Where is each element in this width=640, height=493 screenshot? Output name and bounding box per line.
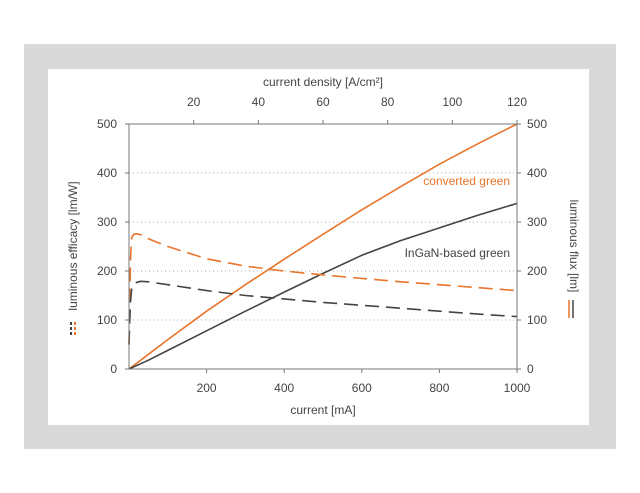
y-tick-label-0: 0 (110, 362, 117, 376)
left-y-axis-ticks: 0 100 200 300 400 500 (97, 117, 129, 376)
right-y-tick-label-100: 100 (527, 313, 547, 327)
annotation-ingan-green: InGaN-based green (405, 246, 510, 260)
right-y-tick-label-400: 400 (527, 166, 547, 180)
y-tick-label-400: 400 (97, 166, 117, 180)
right-legend-key (568, 300, 574, 318)
right-y-tick-label-500: 500 (527, 117, 547, 131)
y-tick-label-300: 300 (97, 215, 117, 229)
top-x-tick-label-100: 100 (442, 95, 462, 109)
x-tick-label-400: 400 (274, 381, 294, 395)
right-y-axis-ticks: 0 100 200 300 400 500 (517, 117, 547, 376)
top-x-tick-label-40: 40 (252, 95, 266, 109)
top-x-axis-ticks: 20 40 60 80 100 120 (187, 95, 527, 124)
right-y-tick-label-0: 0 (527, 362, 534, 376)
left-legend-key (70, 322, 76, 336)
right-y-tick-label-200: 200 (527, 264, 547, 278)
top-x-tick-label-60: 60 (316, 95, 330, 109)
left-y-axis-label: luminous efficacy [lm/W] (66, 181, 80, 310)
x-tick-label-600: 600 (352, 381, 372, 395)
top-x-axis-label: current density [A/cm²] (263, 75, 383, 89)
series-line-2 (128, 233, 518, 345)
series-lines (128, 123, 518, 370)
x-tick-label-200: 200 (197, 381, 217, 395)
x-axis-label: current [mA] (290, 403, 355, 417)
y-tick-label-200: 200 (97, 264, 117, 278)
annotation-converted-green: converted green (423, 174, 510, 188)
x-tick-label-800: 800 (429, 381, 449, 395)
top-x-tick-label-80: 80 (381, 95, 395, 109)
top-x-tick-label-120: 120 (507, 95, 527, 109)
right-y-axis-label: luminous flux [lm] (567, 200, 581, 293)
right-y-tick-label-300: 300 (527, 215, 547, 229)
x-tick-label-1000: 1000 (504, 381, 531, 395)
x-axis-ticks: 200 400 600 800 1000 (197, 369, 531, 395)
series-line-1 (128, 202, 518, 370)
y-tick-label-100: 100 (97, 313, 117, 327)
series-line-0 (128, 123, 518, 370)
series-line-3 (128, 280, 518, 345)
y-tick-label-500: 500 (97, 117, 117, 131)
top-x-tick-label-20: 20 (187, 95, 201, 109)
